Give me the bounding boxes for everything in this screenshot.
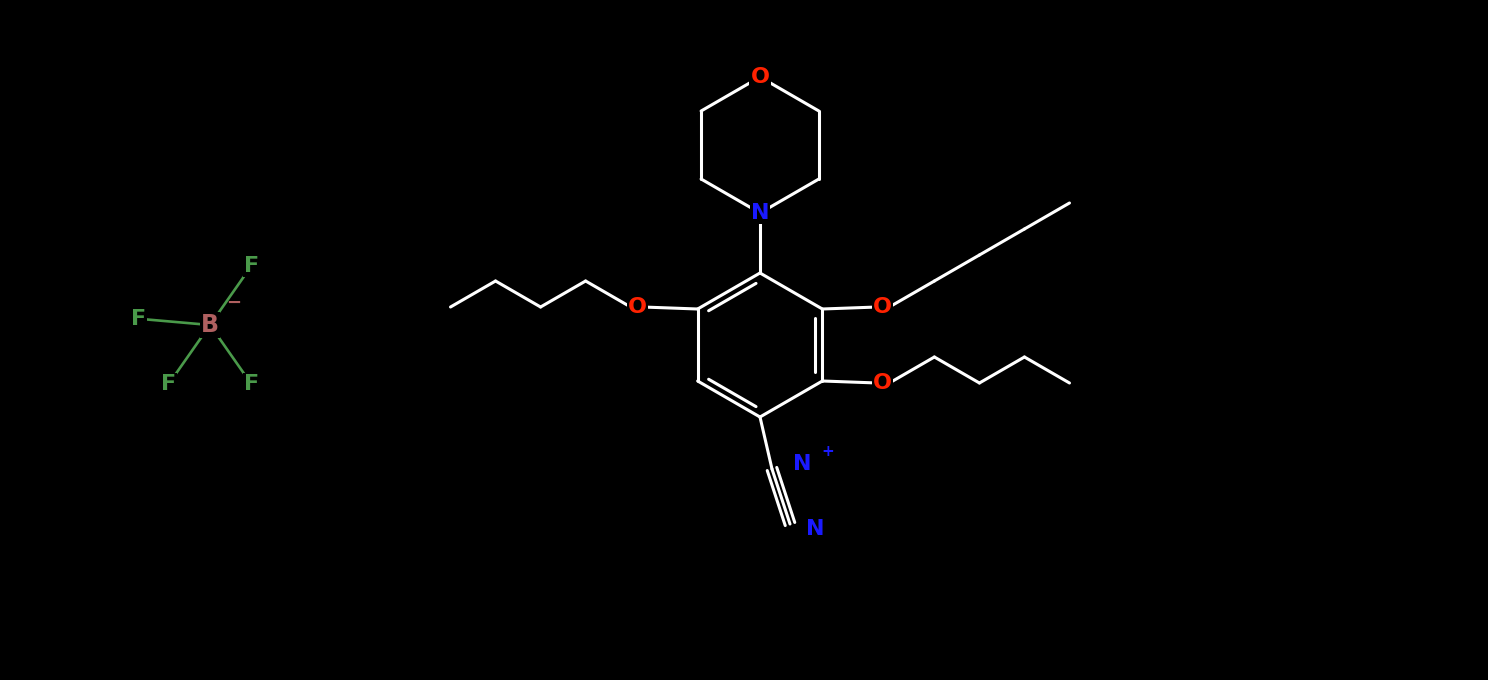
Text: O: O <box>873 297 891 317</box>
Text: N: N <box>805 519 824 539</box>
Text: F: F <box>244 256 259 276</box>
Text: B: B <box>201 313 219 337</box>
Text: F: F <box>161 374 176 394</box>
Text: N: N <box>751 203 769 223</box>
Text: O: O <box>628 297 647 317</box>
Text: O: O <box>873 373 891 393</box>
Text: N: N <box>793 454 811 474</box>
Text: F: F <box>131 309 146 328</box>
Text: −: − <box>226 294 241 312</box>
Text: F: F <box>244 374 259 394</box>
Text: O: O <box>750 67 769 87</box>
Text: +: + <box>821 443 835 458</box>
